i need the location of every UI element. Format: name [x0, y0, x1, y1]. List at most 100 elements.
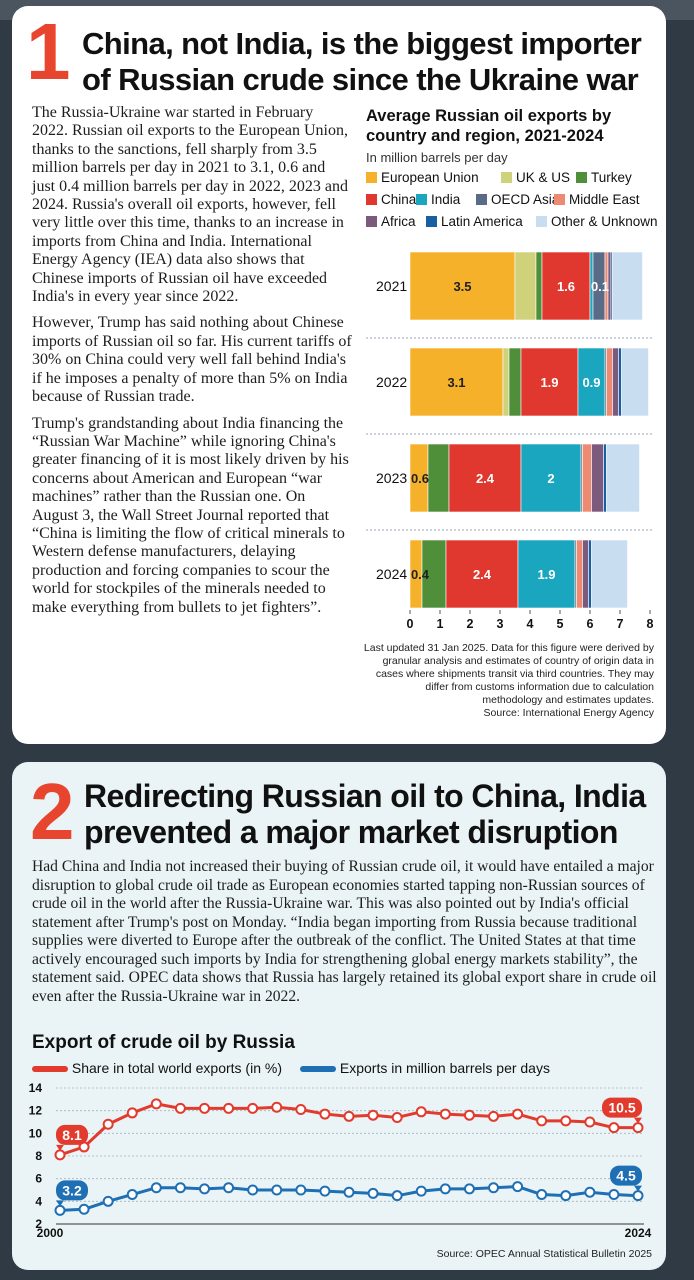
data-point: [439, 1108, 451, 1120]
section-2-panel: 2 Redirecting Russian oil to China, Indi…: [12, 762, 666, 1270]
legend-item: India: [416, 192, 460, 207]
data-label: 1.9: [537, 567, 555, 582]
chart-1-footnote: Last updated 31 Jan 2025. Data for this …: [358, 642, 654, 720]
legend-label: Other & Unknown: [551, 214, 658, 229]
data-point: [632, 1122, 644, 1134]
callout-pointer: [634, 1185, 642, 1192]
data-label: 0.9: [582, 375, 600, 390]
data-point: [367, 1109, 379, 1121]
data-point: [223, 1102, 235, 1114]
section-1-headline: China, not India, is the biggest importe…: [82, 26, 642, 98]
bar-segment: [445, 539, 519, 609]
y-tick-label: 8: [35, 1149, 42, 1163]
footnote-line: cases where shipments transit via third …: [375, 668, 654, 680]
data-point: [584, 1116, 596, 1128]
legend-label: India: [431, 192, 461, 207]
data-point: [223, 1182, 235, 1194]
legend-swatch: [366, 216, 377, 227]
x-tick-label: 8: [647, 617, 654, 631]
legend-item: Turkey: [576, 170, 632, 185]
bar-segment: [535, 251, 543, 321]
legend-label: OECD Asia: [491, 192, 560, 207]
legend-swatch: [576, 172, 587, 183]
x-tick-label: 3: [497, 617, 504, 631]
bar-segment: [591, 443, 604, 513]
data-point: [463, 1183, 475, 1195]
data-point: [536, 1189, 548, 1201]
data-point: [415, 1185, 427, 1197]
category-label: 2024: [376, 566, 407, 582]
data-point: [488, 1110, 499, 1122]
footnote-line: Last updated 31 Jan 2025. Data for this …: [363, 642, 654, 654]
data-label: 1.6: [557, 279, 575, 294]
category-label: 2021: [376, 278, 407, 294]
legend-label: China: [381, 192, 417, 207]
callout-pointer: [56, 1200, 64, 1207]
category-label: 2023: [376, 470, 407, 486]
x-tick-label: 1: [437, 617, 444, 631]
data-point: [560, 1115, 572, 1127]
bar-segment: [591, 539, 628, 609]
callout-box: [56, 1180, 88, 1201]
data-point: [319, 1108, 331, 1120]
section-number: 1: [26, 7, 71, 96]
legend-item: Middle East: [554, 192, 640, 207]
data-point: [608, 1189, 620, 1201]
section-1-panel: 1 China, not India, is the biggest impor…: [12, 6, 666, 744]
legend-label: Latin America: [441, 214, 523, 229]
chart-2-title: Export of crude oil by Russia: [32, 1032, 295, 1053]
footnote-line: differ from customs information due to c…: [425, 681, 654, 693]
legend-swatch: [366, 194, 377, 205]
x-tick-label: 2: [467, 617, 474, 631]
bar-segment: [508, 347, 522, 417]
legend-item: UK & US: [501, 170, 570, 185]
data-point: [391, 1111, 403, 1123]
callout-box: [610, 1165, 642, 1186]
bar-segment: [621, 347, 649, 417]
bar-segment: [606, 347, 613, 417]
callout-pointer: [56, 1144, 64, 1151]
footnote-line: Source: International Energy Agency: [483, 707, 654, 719]
legend-item: Other & Unknown: [536, 214, 658, 229]
bar-segment: [577, 347, 606, 417]
x-tick-label: 0: [407, 617, 414, 631]
data-point: [295, 1184, 307, 1196]
data-point: [536, 1115, 548, 1127]
data-point: [174, 1102, 186, 1114]
data-point: [199, 1183, 210, 1195]
bar-segment: [514, 251, 537, 321]
x-tick-label: 2024: [625, 1226, 652, 1240]
data-point: [391, 1190, 403, 1202]
data-point: [463, 1109, 475, 1121]
footnote-line: methodology and estimates updates.: [482, 694, 654, 706]
data-point: [584, 1186, 596, 1198]
footnote-line: granular analysis and estimates of count…: [382, 655, 654, 667]
callout-label: 10.5: [608, 1100, 635, 1116]
legend-swatch: [536, 216, 547, 227]
data-point: [512, 1181, 524, 1193]
data-point: [271, 1184, 283, 1196]
headline-line-1: China, not India, is the biggest importe…: [82, 26, 642, 61]
data-point: [271, 1101, 283, 1113]
x-tick-label: 6: [587, 617, 594, 631]
bar-segment: [582, 539, 589, 609]
data-point: [126, 1189, 138, 1201]
bar-segment: [517, 539, 576, 609]
bar-segment: [606, 443, 640, 513]
data-point: [199, 1102, 210, 1114]
bar-segment: [427, 443, 450, 513]
bar-segment: [618, 347, 622, 417]
bar-segment: [603, 443, 607, 513]
legend-line-red: [32, 1066, 68, 1073]
data-point: [632, 1190, 644, 1202]
legend-label: Africa: [381, 214, 416, 229]
data-label: 0.1: [591, 279, 609, 294]
data-label: 2: [547, 471, 554, 486]
legend-swatch: [366, 172, 377, 183]
y-tick-label: 14: [29, 1081, 43, 1095]
data-point: [247, 1184, 259, 1196]
data-point: [415, 1106, 427, 1118]
section-2-body: Had China and India not increased their …: [32, 858, 657, 1005]
y-tick-label: 12: [29, 1104, 43, 1118]
chart-1-subtitle: In million barrels per day: [366, 150, 508, 165]
